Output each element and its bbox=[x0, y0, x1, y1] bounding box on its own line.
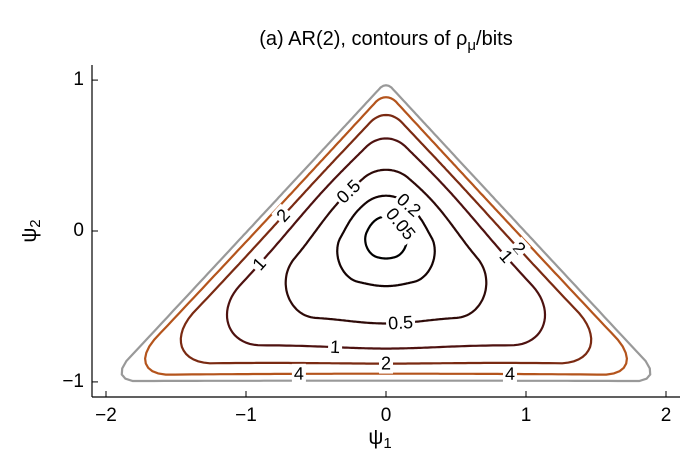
contour-label-bg bbox=[502, 363, 518, 385]
boundary-contour bbox=[120, 84, 652, 383]
contour-line bbox=[225, 137, 547, 350]
title-subscript: μ bbox=[467, 37, 476, 54]
chart-title: (a) AR(2), contours of ρμ/bits bbox=[259, 28, 512, 54]
contour-line bbox=[179, 113, 593, 365]
contour-label-bg bbox=[271, 203, 296, 228]
contour-label-bg bbox=[247, 252, 272, 276]
x-tick-label: 0 bbox=[381, 405, 392, 426]
contour-label-bg bbox=[291, 363, 306, 384]
y-label-text: ψ bbox=[18, 228, 41, 243]
y-label-subscript: 2 bbox=[27, 219, 44, 227]
contour-label-text: 1 bbox=[330, 337, 341, 357]
y-tick-label: 1 bbox=[73, 69, 84, 90]
contour-label-bg bbox=[391, 188, 427, 223]
contour-line bbox=[143, 96, 629, 376]
title-text: (a) AR(2), contours of ρ bbox=[259, 28, 467, 50]
contour-label-bg bbox=[331, 174, 367, 209]
x-tick-label: −2 bbox=[95, 405, 117, 426]
x-tick-label: 1 bbox=[521, 405, 532, 426]
contour-label-text: 0.5 bbox=[387, 312, 413, 333]
x-tick-label: 2 bbox=[661, 405, 672, 426]
title-suffix: /bits bbox=[476, 28, 513, 50]
contour-label-bg bbox=[327, 336, 343, 358]
x-axis-label: ψ1 bbox=[368, 426, 391, 452]
contour-label-bg bbox=[493, 244, 519, 269]
x-tick-label: −1 bbox=[235, 405, 257, 426]
contour-line bbox=[284, 168, 488, 325]
contour-label-text: 4 bbox=[505, 364, 515, 384]
contour-label: 4 bbox=[502, 363, 518, 385]
y-tick-label: −1 bbox=[62, 371, 84, 392]
contour-label: 2 bbox=[378, 353, 394, 374]
contour-label: 1 bbox=[327, 336, 343, 358]
x-label-text: ψ bbox=[368, 426, 383, 449]
contour-label: 0.5 bbox=[385, 312, 416, 334]
contour-label: 4 bbox=[291, 363, 306, 384]
y-tick-label: 0 bbox=[73, 220, 84, 241]
contour-label-text: 2 bbox=[381, 353, 391, 373]
contour-label-text: 4 bbox=[294, 364, 304, 384]
contour-label-bg bbox=[378, 353, 394, 374]
x-label-subscript: 1 bbox=[383, 435, 391, 452]
contour-label-bg bbox=[385, 312, 416, 334]
contour-label-bg bbox=[380, 202, 421, 246]
y-axis-label: ψ2 bbox=[18, 219, 44, 242]
